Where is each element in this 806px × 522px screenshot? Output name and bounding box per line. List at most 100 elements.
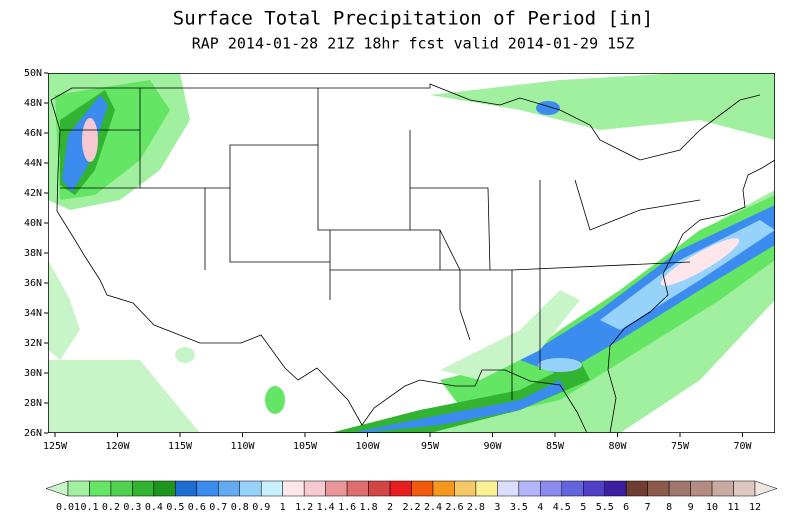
colorbar-arrow	[754, 480, 778, 497]
colorbar-box	[540, 480, 563, 497]
colorbar-label: 9	[688, 502, 694, 513]
axis-labels: 50N48N46N44N42N40N38N36N34N32N30N28N26N1…	[24, 68, 753, 452]
colorbar-label: 4	[537, 502, 543, 513]
colorbar-box	[454, 480, 477, 497]
colorbar-label: 2.2	[402, 502, 420, 513]
colorbar-label: 1.2	[295, 502, 313, 513]
colorbar-label: 1	[280, 502, 286, 513]
precip-field	[48, 73, 775, 433]
map-area	[48, 73, 775, 433]
colorbar-box	[110, 480, 133, 497]
colorbar-label: 2	[387, 502, 393, 513]
colorbar-label: 3	[494, 502, 500, 513]
colorbar-label: 0.1	[80, 502, 98, 513]
lat-label: 50N	[24, 68, 42, 79]
colorbar-label: 12	[749, 502, 761, 513]
colorbar-label: 1.6	[338, 502, 356, 513]
colorbar-box	[89, 480, 112, 497]
lat-label: 42N	[24, 188, 42, 199]
colorbar-box	[604, 480, 627, 497]
lat-label: 32N	[24, 338, 42, 349]
colorbar-box	[389, 480, 412, 497]
colorbar-box	[497, 480, 520, 497]
colorbar-box	[733, 480, 756, 497]
colorbar-box	[432, 480, 455, 497]
colorbar-label: 0.9	[252, 502, 270, 513]
colorbar-box	[346, 480, 369, 497]
lat-label: 46N	[24, 128, 42, 139]
lat-label: 38N	[24, 248, 42, 259]
lon-label: 100W	[355, 441, 380, 452]
colorbar-box	[67, 480, 90, 497]
lon-label: 70W	[733, 441, 752, 452]
colorbar-box	[153, 480, 176, 497]
colorbar-box	[561, 480, 584, 497]
colorbar-label: 2.4	[424, 502, 442, 513]
colorbar-box	[625, 480, 648, 497]
lon-label: 85W	[546, 441, 565, 452]
lon-label: 90W	[483, 441, 502, 452]
colorbar-label: 8	[666, 502, 672, 513]
colorbar-label: 0.5	[166, 502, 184, 513]
colorbar-box	[690, 480, 713, 497]
lat-label: 44N	[24, 158, 42, 169]
lat-label: 28N	[24, 398, 42, 409]
boundaries	[50, 83, 775, 433]
colorbar-label: 10	[706, 502, 718, 513]
colorbar-label: 0.01	[56, 502, 80, 513]
lon-label: 115W	[168, 441, 193, 452]
colorbar-label: 6	[623, 502, 629, 513]
colorbar-box	[583, 480, 605, 497]
colorbar-arrow	[45, 480, 69, 497]
colorbar-label: 1.4	[317, 502, 335, 513]
subtitle: RAP 2014-01-28 21Z 18hr fcst valid 2014-…	[192, 35, 635, 53]
colorbar-label: 0.4	[145, 502, 163, 513]
colorbar-box	[132, 480, 155, 497]
lon-label: 105W	[293, 441, 318, 452]
colorbar-label: 0.7	[209, 502, 227, 513]
colorbar-label: 2.8	[467, 502, 485, 513]
colorbar-box	[325, 480, 348, 497]
colorbar-box	[175, 480, 198, 497]
colorbar-label: 7	[645, 502, 651, 513]
colorbar: 0.01 0.1 0.2 0.3 0.4 0.5 0.6 0.7 0.8 0.9 1 1.2 1.4 1.…	[45, 480, 778, 513]
colorbar-label: 4.5	[553, 502, 571, 513]
colorbar-label: 1.8	[360, 502, 378, 513]
colorbar-label: 0.2	[102, 502, 120, 513]
colorbar-box	[475, 480, 498, 497]
lon-label: 110W	[230, 441, 255, 452]
colorbar-box	[647, 480, 670, 497]
colorbar-box	[368, 480, 391, 497]
colorbar-box	[282, 480, 305, 497]
lat-label: 36N	[24, 278, 42, 289]
lat-label: 48N	[24, 98, 42, 109]
colorbar-box	[196, 480, 219, 497]
title: Surface Total Precipitation of Period [i…	[173, 8, 653, 30]
colorbar-label: 0.8	[231, 502, 249, 513]
colorbar-label: 0.3	[123, 502, 141, 513]
colorbar-box	[411, 480, 434, 497]
colorbar-box	[239, 480, 262, 497]
lon-label: 75W	[671, 441, 690, 452]
colorbar-box	[668, 480, 691, 497]
colorbar-label: 2.6	[445, 502, 463, 513]
colorbar-box	[218, 480, 240, 497]
lat-label: 34N	[24, 308, 42, 319]
lat-label: 26N	[24, 428, 42, 439]
colorbar-box	[711, 480, 734, 497]
lon-label: 95W	[421, 441, 440, 452]
colorbar-label: 5	[580, 502, 586, 513]
colorbar-label: 0.6	[188, 502, 206, 513]
colorbar-box	[260, 480, 283, 497]
colorbar-label: 5.5	[596, 502, 614, 513]
colorbar-label: 11	[728, 502, 740, 513]
lon-label: 125W	[43, 441, 68, 452]
colorbar-label: 3.5	[510, 502, 528, 513]
lon-label: 120W	[105, 441, 130, 452]
colorbar-box	[518, 480, 541, 497]
lat-label: 30N	[24, 368, 42, 379]
lat-label: 40N	[24, 218, 42, 229]
colorbar-box	[303, 480, 326, 497]
